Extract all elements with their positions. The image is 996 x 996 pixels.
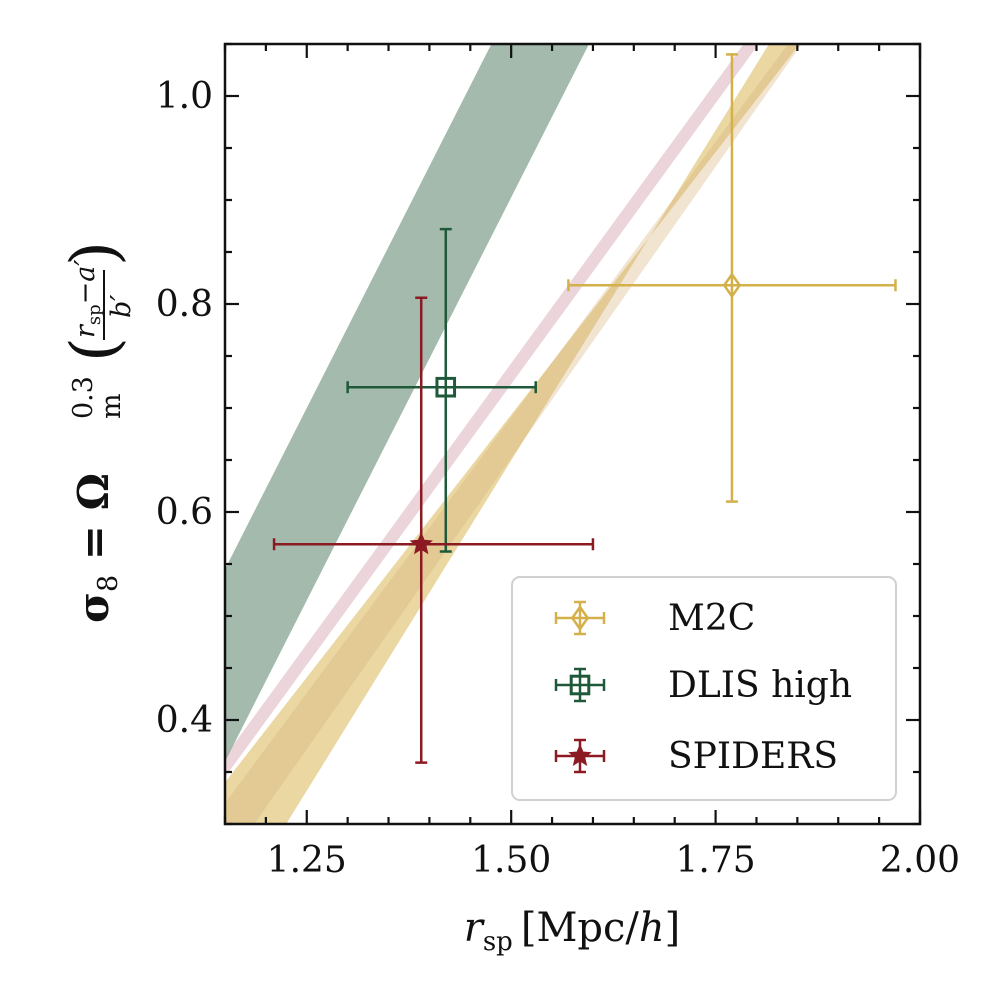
legend-box bbox=[511, 576, 897, 801]
x-tick-label: 1.75 bbox=[676, 840, 756, 881]
y-label-frac-den: b′ bbox=[106, 295, 137, 318]
band-spiders bbox=[225, 44, 759, 778]
x-tick-label: 2.00 bbox=[880, 840, 960, 881]
y-label-paren-close: ) bbox=[58, 241, 132, 266]
legend-entry-spiders: SPIDERS bbox=[554, 736, 838, 777]
svg-text:rsp−a′: rsp−a′ bbox=[70, 259, 105, 338]
y-tick-label: 1.0 bbox=[156, 76, 213, 117]
uncertainty-bands bbox=[225, 44, 802, 824]
y-tick-label: 0.4 bbox=[156, 700, 213, 741]
legend-marker bbox=[568, 743, 592, 766]
y-tick-label: 0.8 bbox=[156, 284, 213, 325]
y-label-omega-sup: 0.3 bbox=[68, 376, 99, 419]
plot-frame bbox=[223, 42, 922, 826]
band-dlis-high bbox=[225, 44, 589, 762]
y-label-equals: = Ω bbox=[69, 473, 118, 575]
legend: M2C DLIS high SPIDERS bbox=[511, 576, 897, 801]
legend-entry-m2c: M2C bbox=[554, 598, 755, 639]
x-tick-labels: 1.25 1.50 1.75 2.00 bbox=[267, 840, 960, 881]
point-spiders bbox=[272, 296, 595, 764]
svg-text:σ8 = Ω: σ8 = Ω bbox=[69, 473, 124, 623]
x-tick-label: 1.50 bbox=[471, 840, 551, 881]
band-m2c-core bbox=[225, 44, 802, 824]
point-dlis-high-marker bbox=[435, 376, 457, 398]
legend-marker bbox=[569, 674, 591, 696]
axis-ticks bbox=[223, 42, 922, 826]
x-axis-label-close: ] bbox=[665, 905, 681, 951]
data-points bbox=[272, 53, 897, 764]
y-axis-label: σ8 = Ω 0.3 m ( rsp−a′ b′ ) bbox=[58, 241, 137, 623]
y-tick-labels: 0.4 0.6 0.8 1.0 bbox=[156, 76, 213, 741]
y-tick-label: 0.6 bbox=[156, 492, 213, 533]
legend-label: DLIS high bbox=[668, 665, 852, 706]
x-axis-label-h: h bbox=[639, 905, 665, 951]
legend-entry-dlis-high: DLIS high bbox=[554, 665, 852, 706]
x-axis-label: rsp [Mpc/h] bbox=[464, 905, 681, 957]
legend-marker bbox=[570, 604, 590, 632]
point-m2c bbox=[567, 53, 897, 503]
y-label-sigma: σ bbox=[69, 592, 118, 623]
band-m2c bbox=[225, 44, 800, 824]
x-axis-label-units: [Mpc/ bbox=[521, 905, 640, 951]
point-spiders-marker bbox=[409, 531, 433, 555]
y-label-paren-open: ( bbox=[58, 337, 132, 362]
point-dlis-high bbox=[346, 227, 537, 553]
y-label-sigma-sub: 8 bbox=[93, 575, 124, 592]
x-axis-label-sub: sp bbox=[483, 927, 513, 957]
y-label-frac-rest: −a′ bbox=[70, 259, 101, 304]
point-m2c-marker bbox=[722, 272, 742, 299]
x-tick-label: 1.25 bbox=[267, 840, 347, 881]
legend-label: M2C bbox=[668, 598, 755, 639]
y-label-frac-sub: sp bbox=[84, 304, 105, 325]
y-label-frac-r: r bbox=[70, 323, 101, 338]
x-axis-label-var: r bbox=[464, 905, 486, 951]
legend-label: SPIDERS bbox=[668, 736, 838, 777]
y-label-omega-sub: m bbox=[96, 393, 127, 419]
